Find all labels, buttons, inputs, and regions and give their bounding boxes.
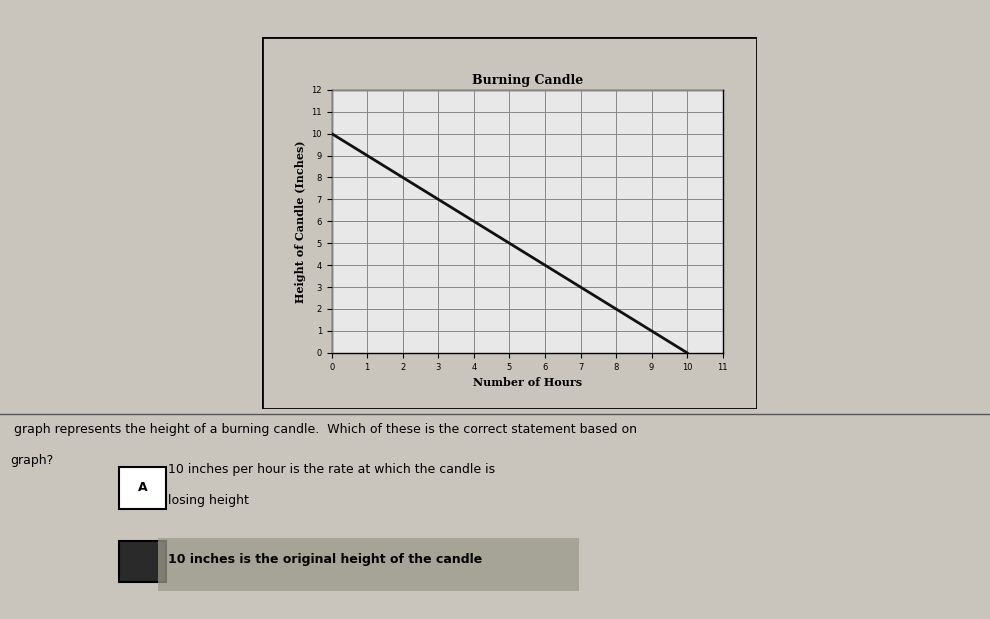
Text: graph?: graph? xyxy=(10,454,53,467)
Title: Burning Candle: Burning Candle xyxy=(471,74,583,87)
FancyBboxPatch shape xyxy=(119,467,166,509)
Text: 10 inches is the original height of the candle: 10 inches is the original height of the … xyxy=(168,553,482,566)
Text: graph represents the height of a burning candle.  Which of these is the correct : graph represents the height of a burning… xyxy=(10,423,637,436)
Y-axis label: Height of Candle (Inches): Height of Candle (Inches) xyxy=(295,140,306,303)
FancyBboxPatch shape xyxy=(119,541,166,582)
FancyBboxPatch shape xyxy=(158,538,579,591)
Text: losing height: losing height xyxy=(168,494,249,507)
Text: A: A xyxy=(138,482,148,495)
Text: 10 inches per hour is the rate at which the candle is: 10 inches per hour is the rate at which … xyxy=(168,463,495,476)
X-axis label: Number of Hours: Number of Hours xyxy=(472,377,582,388)
